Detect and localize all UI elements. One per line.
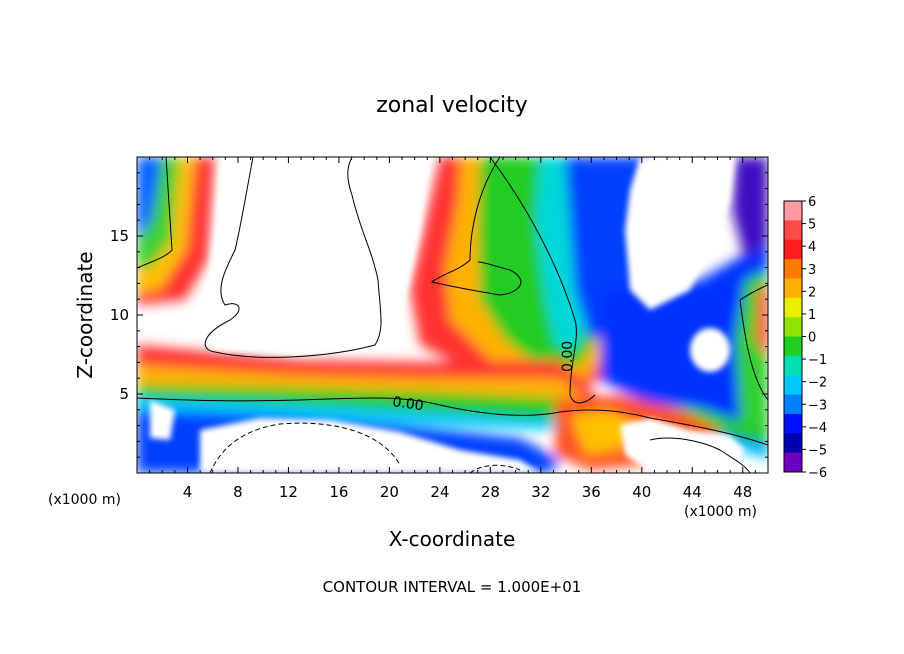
- x-tick-label: 48: [733, 483, 752, 501]
- x-unit-label-left: (x1000 m): [48, 492, 121, 508]
- y-tick-label: 10: [110, 306, 129, 324]
- x-tick-label: 12: [279, 483, 298, 501]
- chart-title: zonal velocity: [376, 93, 528, 118]
- colorbar-swatch: [784, 413, 802, 434]
- field-right-purple: [732, 157, 768, 260]
- colorbar-swatch: [784, 278, 802, 299]
- colorbar-swatch: [784, 355, 802, 376]
- field-lowright-yellow: [570, 410, 640, 455]
- heatmap-field: 0.00 0.00: [137, 157, 768, 473]
- x-unit-label-right: (x1000 m): [684, 504, 757, 520]
- field-white-lowright: [620, 418, 745, 473]
- x-tick-label: 32: [531, 483, 550, 501]
- colorbar-swatch: [784, 394, 802, 415]
- y-axis-ticks: 5 10 15: [110, 172, 768, 458]
- x-tick-label: 8: [233, 483, 243, 501]
- colorbar-label: 2: [808, 285, 816, 300]
- contour-lines: [137, 157, 768, 473]
- colorbar-swatch: [784, 259, 802, 279]
- contour-lowright: [649, 437, 751, 473]
- x-tick-label: 44: [683, 483, 702, 501]
- colorbar-label: −6: [808, 466, 827, 481]
- colorbar-swatch: [784, 201, 802, 221]
- contour-left: [137, 157, 173, 269]
- x-axis-label: X-coordinate: [389, 527, 516, 551]
- colorbar-swatch: [784, 452, 802, 473]
- contour-dashed: [209, 422, 521, 473]
- colorbar-label: −2: [808, 376, 827, 391]
- colorbar-swatch: [784, 375, 802, 396]
- contour-top-left: [204, 157, 382, 358]
- colorbar-swatch: [784, 239, 802, 260]
- field-hband-cyan: [137, 398, 768, 458]
- colorbar: 6 5 4 3 2 1 0 −1 −2 −3 −4 −5 −6: [783, 195, 827, 481]
- colorbar-swatch: [784, 433, 802, 454]
- y-tick-label: 15: [110, 227, 129, 245]
- x-axis-ticks: 4 8 12 16 20 24 28 32 36 40 44 48: [149, 157, 756, 501]
- colorbar-swatch: [784, 297, 802, 318]
- field-white-left: [150, 400, 175, 440]
- contour-band-left: [430, 157, 522, 296]
- contour-label-horizontal: 0.00: [391, 394, 424, 414]
- x-tick-label: 16: [329, 483, 348, 501]
- contour-interval-note: CONTOUR INTERVAL = 1.000E+01: [323, 578, 582, 596]
- contour-zero-main: [137, 397, 768, 446]
- x-tick-label: 24: [430, 483, 449, 501]
- colorbar-label: −5: [808, 443, 827, 458]
- colorbar-label: 3: [808, 263, 816, 278]
- field-white-right: [625, 157, 735, 310]
- x-tick-label: 20: [380, 483, 399, 501]
- colorbar-label: 4: [808, 240, 816, 255]
- colorbar-label: 6: [808, 195, 816, 210]
- field-white-oval: [690, 328, 730, 372]
- x-tick-label: 28: [481, 483, 500, 501]
- field-white-bottom: [200, 418, 540, 473]
- field-left-blue: [137, 157, 162, 240]
- colorbar-label: −1: [808, 353, 827, 368]
- field-white-top: [205, 157, 430, 355]
- colorbar-label: 0: [808, 331, 816, 346]
- contour-label-group: 0.00 0.00: [391, 341, 576, 414]
- colorbar-swatch: [784, 317, 802, 337]
- colorbar-swatch: [784, 336, 802, 357]
- y-tick-label: 5: [119, 385, 129, 403]
- colorbar-label: 1: [808, 308, 816, 323]
- colorbar-label: −4: [808, 421, 827, 436]
- x-tick-label: 4: [183, 483, 193, 501]
- colorbar-swatch: [784, 220, 802, 241]
- x-tick-label: 40: [632, 483, 651, 501]
- y-axis-label: Z-coordinate: [73, 251, 97, 378]
- colorbar-label: 5: [808, 218, 816, 233]
- contour-band-right: [489, 157, 596, 404]
- contour-label-vertical: 0.00: [560, 341, 576, 372]
- colorbar-label: −3: [808, 398, 827, 413]
- field-right-warm: [756, 285, 768, 360]
- x-tick-label: 36: [582, 483, 601, 501]
